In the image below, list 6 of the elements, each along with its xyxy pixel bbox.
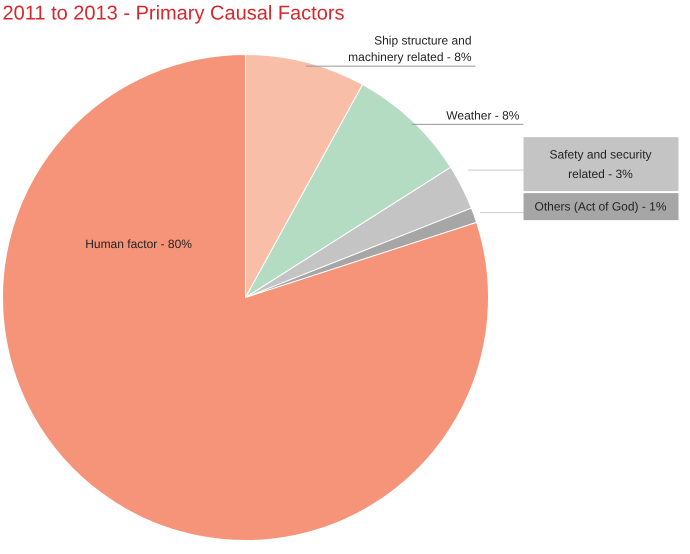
- slice-label: Others (Act of God) - 1%: [534, 200, 667, 214]
- slice-label: Human factor - 80%: [85, 237, 192, 252]
- chart-title: 2011 to 2013 - Primary Causal Factors: [2, 2, 345, 24]
- slice-label: Weather - 8%: [446, 108, 520, 122]
- slice-label: Ship structure and machinery related - 8%: [348, 33, 472, 64]
- legend-label: Safety and security related - 3%: [549, 147, 652, 181]
